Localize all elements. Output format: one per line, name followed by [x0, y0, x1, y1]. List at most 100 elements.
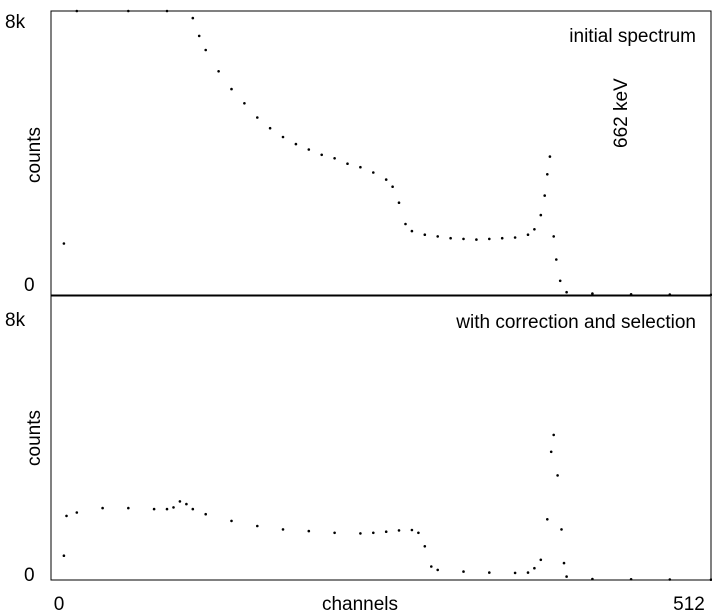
top-data-point-28	[462, 237, 465, 241]
bottom-data-point-34	[552, 433, 555, 437]
bottom-data-point-24	[430, 565, 433, 568]
bottom-data-point-1	[65, 514, 68, 518]
top-data-point-3	[165, 9, 169, 13]
top-data-point-43	[591, 292, 594, 295]
top-y-tick-max: 8k	[5, 12, 26, 33]
bottom-data-point-26	[462, 570, 465, 573]
top-data-point-2	[127, 9, 130, 13]
top-data-point-19	[372, 171, 375, 174]
top-data-point-31	[500, 236, 504, 240]
top-data-point-37	[546, 173, 549, 176]
top-data-point-11	[268, 126, 272, 130]
top-panel-annotation: initial spectrum	[569, 26, 696, 47]
top-data-point-14	[307, 148, 311, 151]
top-data-point-17	[346, 162, 349, 165]
top-data-point-46	[709, 293, 712, 297]
top-data-point-0	[62, 242, 66, 245]
top-y-tick-zero: 0	[24, 275, 35, 296]
bottom-data-point-40	[629, 578, 633, 581]
bottom-data-point-39	[591, 577, 594, 581]
bottom-y-axis-title: counts	[24, 410, 45, 466]
bottom-panel: 8k 0 counts with correction and selectio…	[5, 295, 712, 614]
bottom-y-tick-max: 8k	[5, 310, 26, 331]
top-data-point-36	[543, 194, 546, 197]
bottom-data-point-32	[546, 518, 549, 521]
top-data-point-24	[410, 229, 414, 233]
bottom-data-point-17	[359, 532, 362, 535]
bottom-data-point-23	[423, 545, 427, 548]
top-data-point-44	[629, 293, 633, 296]
bottom-data-point-37	[562, 561, 566, 565]
bottom-data-point-25	[436, 568, 440, 572]
bottom-data-points	[62, 433, 712, 581]
top-data-point-40	[555, 258, 558, 261]
top-data-point-42	[565, 290, 568, 294]
bottom-data-point-18	[372, 531, 375, 535]
bottom-data-point-5	[152, 507, 156, 511]
bottom-data-point-35	[556, 474, 559, 477]
bottom-data-point-2	[75, 511, 79, 514]
bottom-data-point-16	[333, 531, 336, 535]
bottom-data-point-0	[62, 554, 66, 557]
bottom-data-point-14	[281, 528, 285, 531]
top-data-point-39	[552, 235, 555, 238]
top-data-point-13	[294, 142, 298, 146]
top-data-point-22	[397, 201, 401, 204]
bottom-y-tick-zero: 0	[24, 565, 35, 586]
top-data-point-30	[488, 237, 491, 241]
bottom-data-point-38	[565, 575, 568, 578]
top-y-axis-title: counts	[24, 127, 45, 183]
top-data-point-21	[391, 185, 394, 188]
top-data-point-5	[197, 34, 201, 38]
bottom-data-point-21	[410, 528, 414, 532]
bottom-data-point-13	[255, 524, 259, 528]
x-tick-zero: 0	[54, 594, 65, 614]
top-data-point-23	[404, 222, 407, 226]
bottom-data-point-3	[101, 506, 104, 510]
top-data-point-9	[243, 102, 246, 105]
bottom-data-point-10	[191, 507, 195, 511]
top-data-point-10	[255, 116, 259, 119]
top-data-point-33	[526, 233, 530, 236]
bottom-data-point-9	[185, 502, 188, 506]
top-data-point-41	[558, 279, 562, 283]
x-tick-max: 512	[673, 594, 705, 614]
top-data-point-15	[320, 153, 324, 157]
bottom-data-point-19	[384, 530, 388, 533]
bottom-data-point-27	[488, 571, 491, 574]
bottom-data-point-29	[526, 571, 530, 574]
top-data-point-29	[475, 238, 478, 241]
top-data-point-34	[533, 228, 536, 231]
bottom-panel-annotation: with correction and selection	[455, 312, 696, 333]
bottom-data-point-33	[549, 450, 553, 454]
top-data-point-8	[230, 87, 233, 91]
top-data-point-32	[513, 236, 517, 239]
top-data-point-7	[217, 70, 220, 73]
top-data-point-27	[449, 236, 452, 240]
bottom-data-point-28	[513, 571, 517, 575]
bottom-data-point-11	[204, 512, 207, 516]
top-data-point-45	[668, 293, 672, 296]
bottom-data-point-42	[709, 578, 712, 581]
bottom-data-point-12	[230, 519, 233, 523]
top-data-point-4	[191, 16, 195, 20]
bottom-data-point-8	[178, 500, 182, 503]
top-panel: 8k 0 counts initial spectrum 662 keV	[5, 9, 712, 297]
bottom-data-point-30	[533, 566, 536, 570]
bottom-data-point-7	[172, 506, 175, 509]
top-data-point-12	[281, 135, 285, 139]
peak-energy-label: 662 keV	[611, 78, 632, 148]
top-data-point-16	[333, 157, 336, 160]
top-plot-frame	[50, 10, 712, 296]
top-data-point-35	[539, 213, 543, 217]
bottom-data-point-15	[307, 529, 311, 533]
x-axis-title: channels	[322, 594, 398, 614]
top-data-point-26	[436, 235, 440, 238]
top-data-point-25	[423, 233, 427, 236]
top-data-point-1	[75, 9, 79, 13]
bottom-data-point-20	[397, 529, 401, 532]
bottom-data-point-4	[127, 506, 130, 510]
bottom-data-point-36	[560, 528, 563, 531]
top-data-points	[62, 9, 712, 297]
